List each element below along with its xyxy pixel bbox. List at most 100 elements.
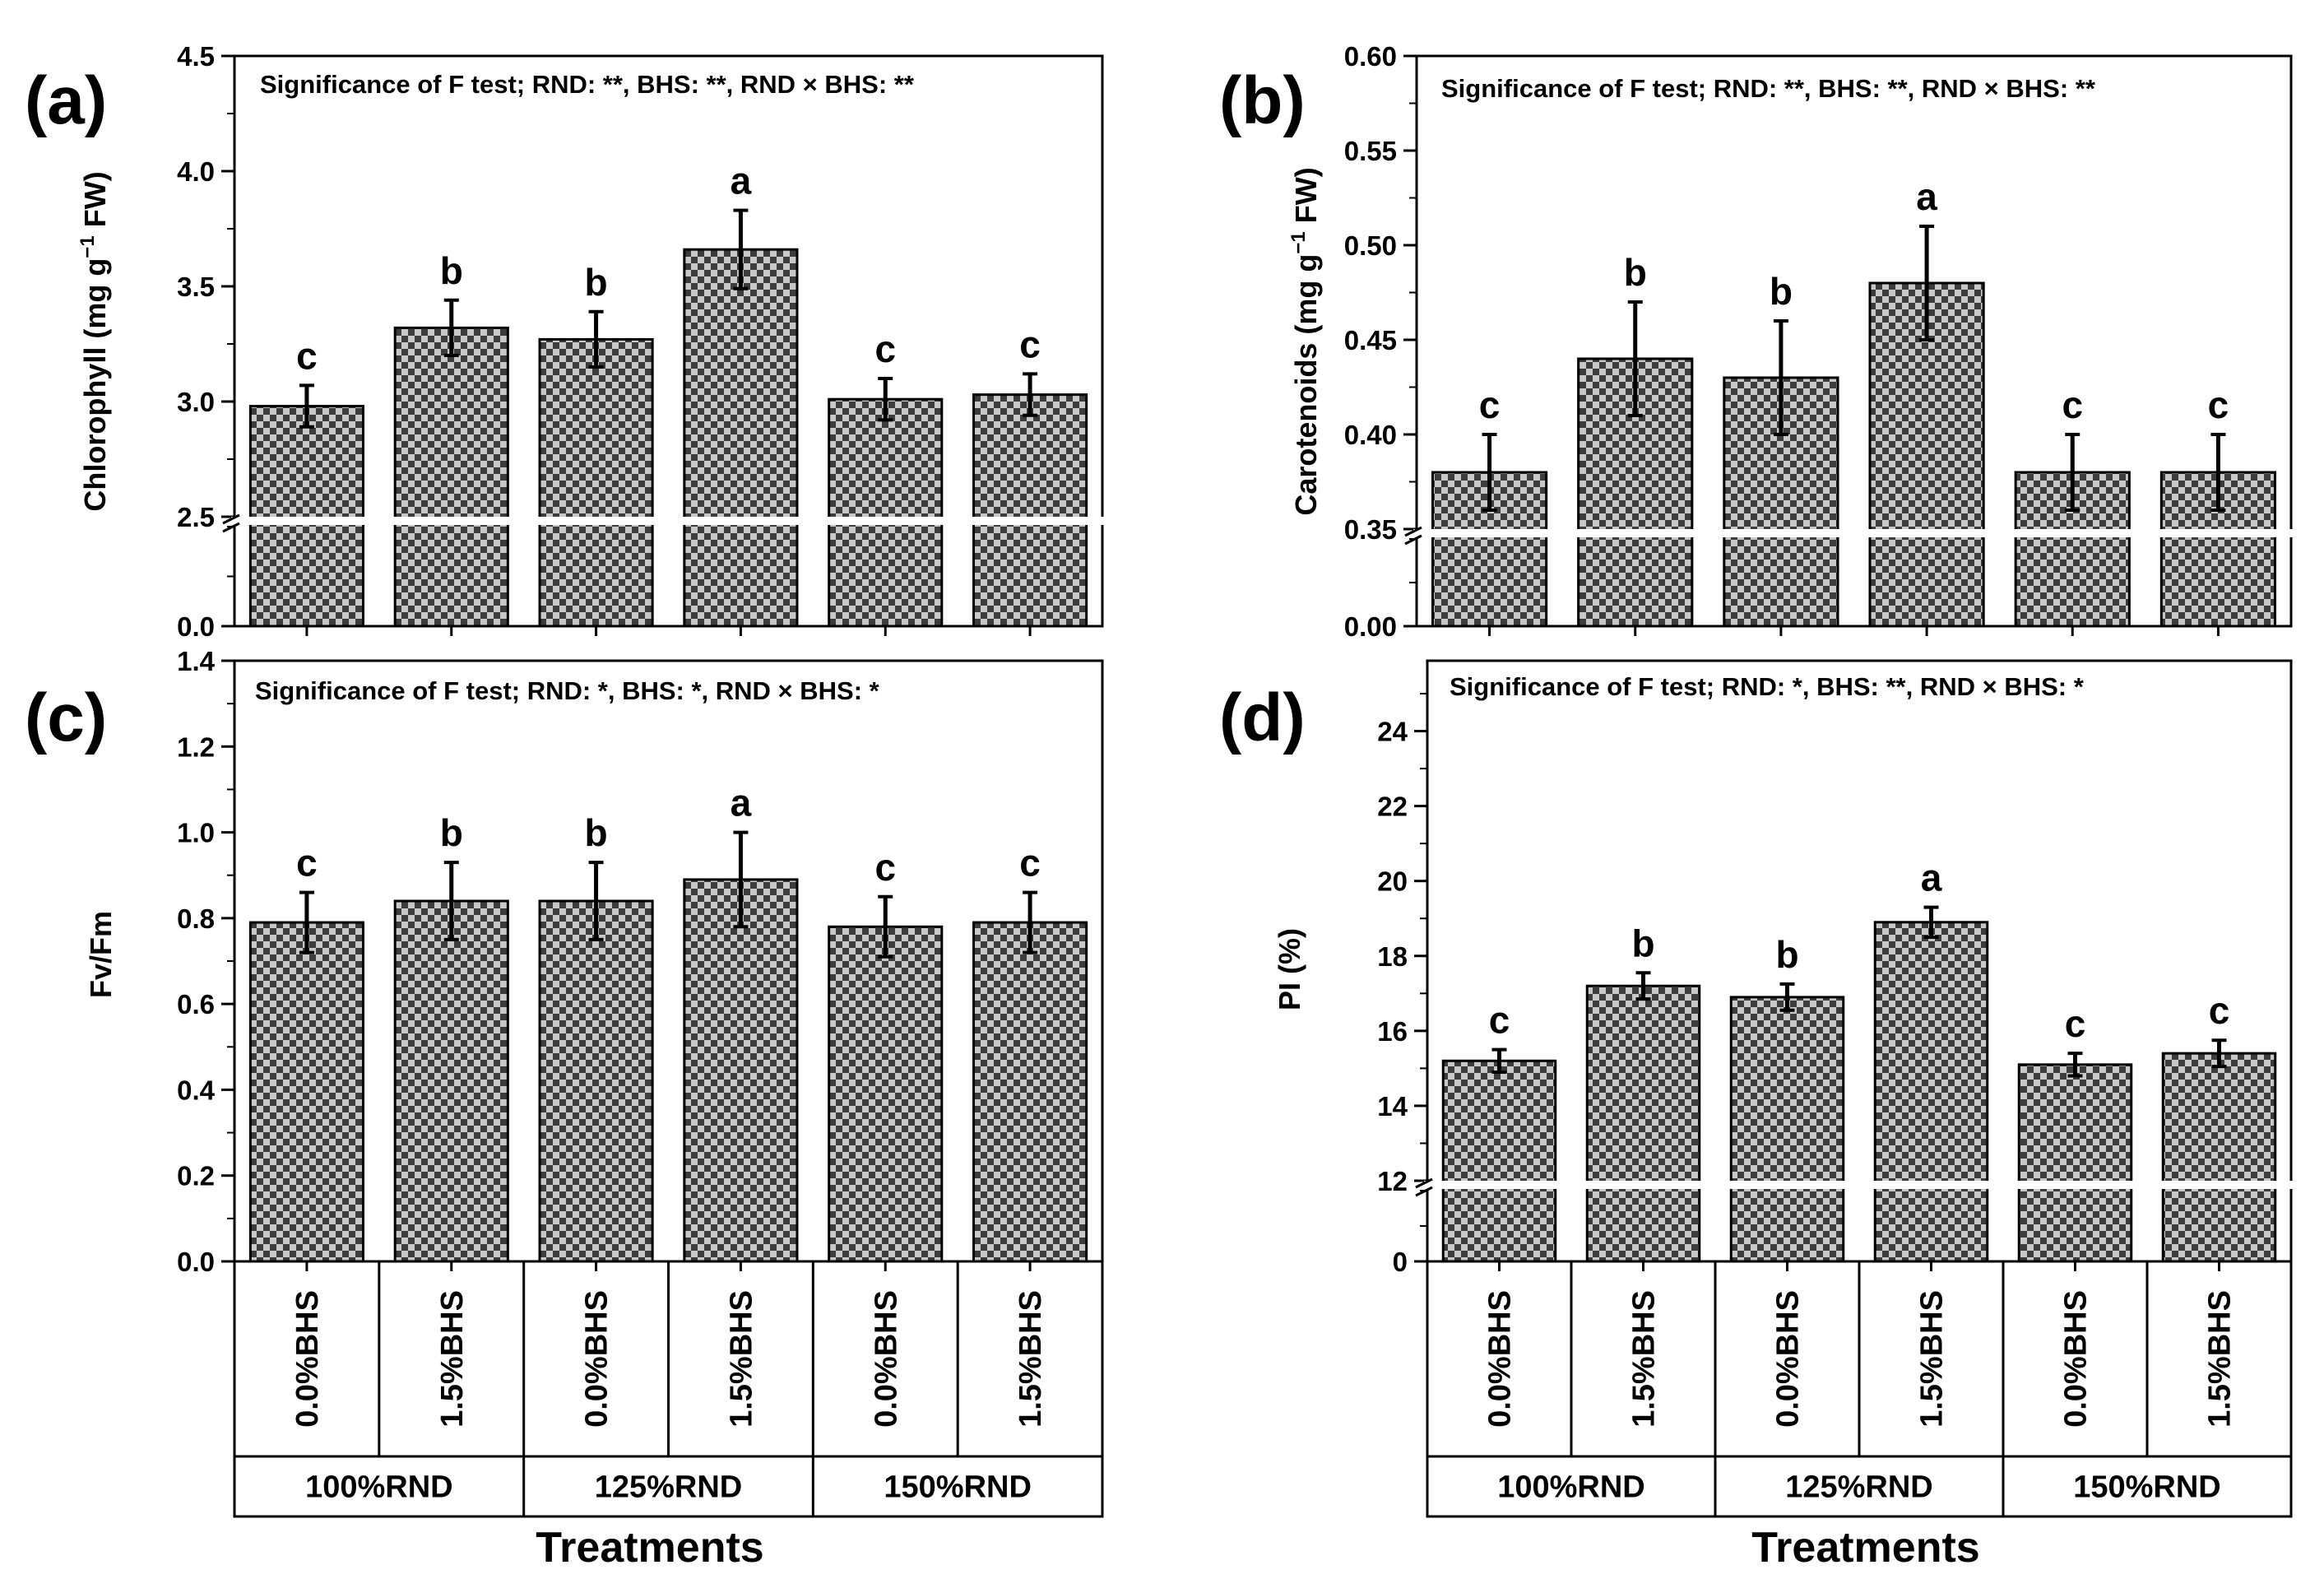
significance-letter-b-1: b: [1624, 251, 1647, 294]
significance-letter-c-1: b: [440, 811, 463, 854]
ytick-label-c-2: 0.4: [177, 1075, 216, 1105]
bar-d-1: [1585, 984, 1701, 1263]
axis-break-a: [231, 517, 1106, 525]
rnd-group-label-left-2: 150%RND: [884, 1470, 1032, 1505]
bar-d-2: [1729, 996, 1845, 1263]
panel-d-plot: 0 12 14 16 18 20 22 24 c b b a c c: [1377, 693, 2294, 1277]
significance-letter-a-0: c: [296, 334, 318, 377]
significance-letter-b-2: b: [1770, 270, 1793, 313]
axis-break-mark-top-a: [222, 513, 240, 525]
panel-c-title: Significance of F test; RND: *, BHS: *, …: [255, 676, 880, 705]
significance-letter-d-3: a: [1921, 857, 1942, 899]
panel-d-frame: [1426, 659, 2293, 1263]
significance-letter-c-5: c: [1019, 842, 1041, 885]
bar-d-4: [2017, 1063, 2133, 1263]
rnd-group-label-left-1: 125%RND: [595, 1470, 743, 1505]
bhs-label-right-2: 0.0%BHS: [1771, 1290, 1806, 1428]
panel-b-ylabel: Carotenoids (mg g−1 FW): [1287, 167, 1323, 515]
ytick-label-b-6: 0.60: [1344, 41, 1397, 72]
ytick-label-a-3: 3.5: [177, 272, 215, 302]
bhs-label-left-3: 1.5%BHS: [724, 1290, 758, 1428]
bar-c-1: [393, 899, 509, 1263]
panel-b: (b) Significance of F test; RND: **, BHS…: [1219, 41, 2294, 642]
axis-break-d: [1424, 1181, 2294, 1189]
panel-d: (d) Significance of F test; RND: *, BHS:…: [1219, 659, 2294, 1277]
ytick-label-b-2: 0.40: [1344, 420, 1397, 450]
ytick-label-d-2: 14: [1377, 1091, 1408, 1122]
ytick-label-d-1: 12: [1377, 1166, 1408, 1196]
significance-letter-c-4: c: [874, 846, 896, 889]
panel-a-plot: 0.0 2.5 3.0 3.5 4.0 4.5 c b b a c c: [177, 41, 1106, 642]
bhs-label-right-3: 1.5%BHS: [1915, 1290, 1950, 1428]
bar-a-1: [393, 326, 509, 628]
panel-a-ylabel: Chlorophyll (mg g−1 FW): [77, 171, 112, 511]
ytick-label-c-7: 1.4: [177, 646, 216, 676]
ytick-label-b-1: 0.35: [1344, 514, 1397, 545]
panel-b-label: (b): [1219, 63, 1306, 138]
treatment-table-left: 0.0%BHS 1.5%BHS 0.0%BHS 1.5%BHS 0.0%BHS 1.5%B…: [233, 1260, 1104, 1518]
bar-a-4: [828, 397, 944, 628]
ytick-label-c-3: 0.6: [177, 989, 215, 1019]
axis-break-mark-bottom-d: [1415, 1186, 1433, 1197]
panel-d-title: Significance of F test; RND: *, BHS: **,…: [1450, 672, 2085, 701]
panel-b-title: Significance of F test; RND: **, BHS: **…: [1441, 74, 2096, 103]
bar-a-2: [538, 337, 654, 628]
bar-d-5: [2161, 1052, 2277, 1263]
significance-letter-d-1: b: [1631, 922, 1654, 964]
panel-b-ylabel-end: FW): [1289, 167, 1323, 231]
significance-letter-a-5: c: [1019, 323, 1041, 365]
ytick-label-b-3: 0.45: [1344, 325, 1397, 355]
ytick-label-d-6: 22: [1377, 792, 1408, 822]
ytick-label-b-4: 0.50: [1344, 230, 1397, 261]
panel-b-plot: 0.00 0.35 0.40 0.45 0.50 0.55 0.60 c b b a c c: [1344, 41, 2294, 642]
bar-d-3: [1873, 921, 1989, 1263]
bar-c-3: [683, 878, 799, 1263]
panel-b-ylabel-main: Carotenoids (mg g: [1289, 254, 1323, 516]
bar-c-4: [828, 925, 944, 1263]
bhs-label-right-5: 1.5%BHS: [2203, 1290, 2238, 1428]
ytick-label-a-5: 4.5: [177, 41, 215, 72]
significance-letter-d-2: b: [1775, 933, 1798, 976]
panel-b-frame: [1415, 54, 2293, 628]
ytick-label-b-0: 0.00: [1344, 611, 1397, 642]
significance-letter-d-5: c: [2209, 989, 2230, 1032]
ytick-label-a-2: 3.0: [177, 387, 215, 417]
significance-letter-b-5: c: [2208, 383, 2229, 426]
rnd-group-label-right-0: 100%RND: [1497, 1470, 1645, 1505]
ytick-label-c-5: 1.0: [177, 818, 215, 848]
axis-break-mark-bottom-a: [222, 522, 240, 533]
rnd-group-label-right-1: 125%RND: [1785, 1470, 1933, 1505]
bhs-label-right-1: 1.5%BHS: [1627, 1290, 1662, 1428]
panel-d-label: (d): [1219, 680, 1306, 755]
xlabel-right: Treatments: [1751, 1524, 1979, 1572]
treatment-table-right: 0.0%BHS 1.5%BHS 0.0%BHS 1.5%BHS 0.0%BHS 1.5%B…: [1426, 1260, 2293, 1518]
ytick-label-d-4: 18: [1377, 941, 1408, 972]
bar-d-0: [1441, 1059, 1557, 1263]
significance-letter-a-2: b: [585, 261, 608, 304]
bar-c-2: [538, 899, 654, 1263]
ytick-label-c-0: 0.0: [177, 1247, 215, 1277]
significance-letter-b-4: c: [2062, 383, 2083, 426]
bar-c-0: [248, 921, 364, 1263]
panel-c: (c) Significance of F test; RND: *, BHS:…: [25, 646, 1104, 1277]
significance-letter-a-4: c: [874, 327, 896, 370]
panel-c-frame: [233, 659, 1104, 1263]
significance-letter-a-3: a: [731, 160, 752, 202]
panel-b-ylabel-sup: −1: [1287, 231, 1310, 253]
significance-letter-d-4: c: [2065, 1002, 2086, 1045]
bhs-label-left-5: 1.5%BHS: [1014, 1290, 1048, 1428]
ytick-label-d-7: 24: [1377, 717, 1408, 747]
significance-letter-d-0: c: [1489, 999, 1510, 1042]
ytick-label-c-1: 0.2: [177, 1161, 215, 1191]
rnd-group-label-right-2: 150%RND: [2073, 1470, 2221, 1505]
ytick-label-a-4: 4.0: [177, 156, 215, 187]
bhs-label-right-0: 0.0%BHS: [1483, 1290, 1518, 1428]
panel-a-title: Significance of F test; RND: **, BHS: **…: [260, 70, 915, 99]
bhs-label-left-2: 0.0%BHS: [580, 1290, 615, 1428]
significance-letter-c-0: c: [296, 842, 318, 885]
bhs-label-left-4: 0.0%BHS: [869, 1290, 903, 1428]
xlabel-left: Treatments: [536, 1524, 763, 1572]
rnd-group-label-left-0: 100%RND: [305, 1470, 453, 1505]
ytick-label-c-6: 1.2: [177, 731, 215, 762]
